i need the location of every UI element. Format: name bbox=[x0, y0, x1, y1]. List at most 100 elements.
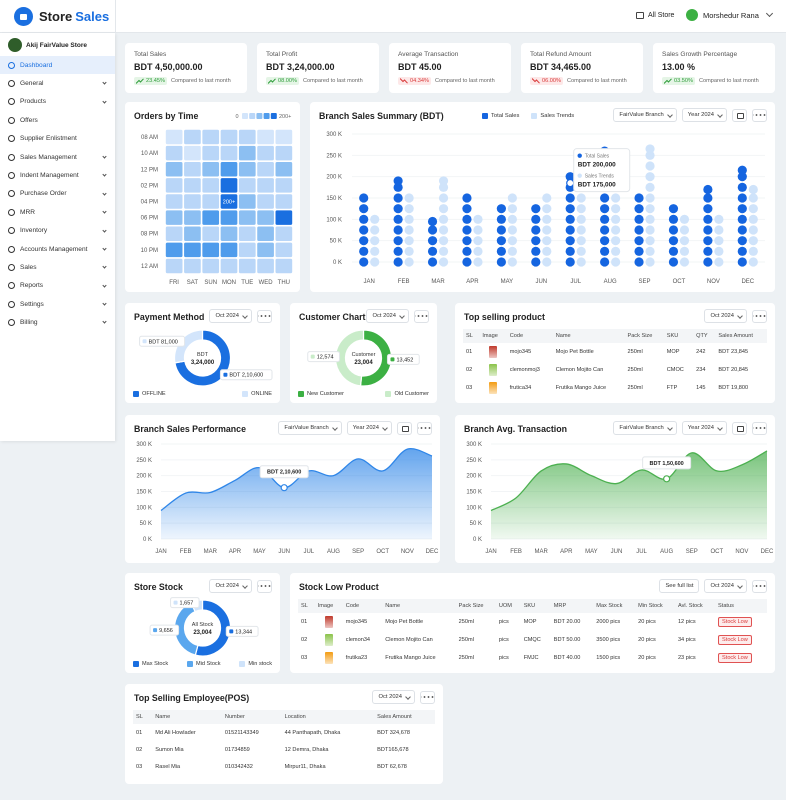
dropdown[interactable]: Oct 2024 bbox=[372, 690, 415, 704]
image-cell bbox=[479, 343, 506, 361]
dropdown[interactable]: Oct 2024 bbox=[209, 309, 252, 323]
dot-column bbox=[668, 204, 679, 267]
menu-item[interactable]: Offers bbox=[0, 111, 115, 129]
dot bbox=[507, 236, 517, 246]
dot bbox=[703, 225, 713, 235]
table-row: 03 frutica34 Frutika Mango Juice 250ml FTP 14… bbox=[463, 379, 767, 397]
menu-item[interactable]: Supplier Enlistment bbox=[0, 130, 115, 148]
center-title: All Stock bbox=[192, 622, 214, 628]
heat-cell bbox=[275, 194, 293, 209]
more-button[interactable] bbox=[752, 108, 767, 122]
menu-item[interactable]: Purchase Order bbox=[0, 185, 115, 203]
menu-item[interactable]: General bbox=[0, 74, 115, 92]
dot bbox=[748, 236, 758, 246]
dot-column bbox=[473, 214, 483, 267]
see-full-list[interactable]: See full list bbox=[659, 579, 700, 593]
dot bbox=[438, 204, 449, 214]
menu-item[interactable]: Accounts Management bbox=[0, 240, 115, 258]
dot bbox=[703, 193, 713, 203]
dot bbox=[611, 257, 621, 267]
menu-item[interactable]: Sales Management bbox=[0, 148, 115, 166]
menu-label: Supplier Enlistment bbox=[20, 135, 77, 143]
heat-cell bbox=[184, 129, 201, 145]
menu-item[interactable]: Settings bbox=[0, 295, 115, 313]
label-swatch bbox=[229, 629, 234, 634]
dropdown[interactable]: FairValue Branch bbox=[613, 108, 677, 122]
more-button[interactable] bbox=[257, 309, 272, 323]
line bbox=[490, 450, 768, 512]
table-cell: CMQC bbox=[523, 637, 541, 643]
dot bbox=[370, 214, 380, 224]
label-swatch bbox=[390, 357, 395, 362]
heat-cell bbox=[202, 145, 220, 161]
more-button[interactable] bbox=[752, 579, 767, 593]
more-button[interactable] bbox=[417, 421, 432, 435]
trend-badge: 23.45% bbox=[134, 77, 167, 85]
dropdown[interactable]: Year 2024 bbox=[681, 108, 727, 122]
user-menu[interactable]: Morshedur Rana bbox=[686, 9, 773, 21]
menu-label: Reports bbox=[20, 282, 44, 290]
dot bbox=[427, 246, 438, 256]
brand[interactable]: Store Sales bbox=[14, 7, 109, 26]
legend-item: New Customer bbox=[298, 391, 344, 397]
print-button[interactable] bbox=[397, 421, 412, 435]
dropdown[interactable]: FairValue Branch bbox=[278, 421, 342, 435]
heat-cell bbox=[184, 145, 201, 161]
dot bbox=[668, 246, 679, 256]
table-cell: 03 bbox=[301, 655, 308, 661]
row-label: 08 AM bbox=[141, 135, 158, 141]
column-header: Avl. Stock bbox=[674, 599, 716, 613]
y-tick-label: 0 K bbox=[143, 537, 152, 543]
more-button[interactable] bbox=[420, 690, 435, 704]
print-button[interactable] bbox=[732, 421, 747, 435]
x-tick-label: JUL bbox=[570, 279, 581, 285]
dropdown[interactable]: FairValue Branch bbox=[613, 421, 677, 435]
menu-item[interactable]: Reports bbox=[0, 277, 115, 295]
dropdown[interactable]: Oct 2024 bbox=[366, 309, 409, 323]
print-button[interactable] bbox=[732, 108, 747, 122]
heat-cell bbox=[238, 258, 256, 274]
center-value: 3,24,000 bbox=[191, 360, 215, 366]
more-button[interactable] bbox=[752, 421, 767, 435]
image-cell bbox=[315, 649, 343, 667]
stock-low-product-card: Stock Low Product See full list Oct 2024 SL… bbox=[290, 573, 775, 673]
menu-item[interactable]: Sales bbox=[0, 258, 115, 276]
dot bbox=[611, 204, 621, 214]
dot bbox=[737, 225, 747, 235]
dot bbox=[359, 225, 369, 235]
heat-cell bbox=[184, 162, 201, 177]
dropdown[interactable]: Oct 2024 bbox=[704, 309, 747, 323]
label-swatch bbox=[153, 628, 158, 633]
menu-item[interactable]: MRR bbox=[0, 203, 115, 221]
table-cell: 12 pics bbox=[677, 619, 696, 625]
image-cell bbox=[315, 631, 343, 649]
more-button[interactable] bbox=[752, 309, 767, 323]
x-tick-label: APR bbox=[229, 549, 242, 555]
kpi-card: Average Transaction BDT 45.00 04.34% Compar… bbox=[389, 43, 511, 93]
y-tick-label: 100 K bbox=[136, 505, 152, 511]
dot bbox=[370, 246, 380, 256]
menu-label: Sales bbox=[20, 263, 37, 271]
column-label: WED bbox=[259, 280, 274, 286]
column-header: Sales Amount bbox=[715, 329, 767, 343]
menu-item[interactable]: Inventory bbox=[0, 222, 115, 240]
dot bbox=[703, 236, 713, 246]
heat-cell bbox=[257, 226, 274, 241]
dot bbox=[645, 161, 655, 171]
data-table: SL Name Number Location Sales Amount 01 Md Ali… bbox=[133, 710, 435, 775]
dropdown[interactable]: Year 2024 bbox=[681, 421, 727, 435]
dropdown[interactable]: Oct 2024 bbox=[704, 579, 747, 593]
dropdown[interactable]: Oct 2024 bbox=[209, 579, 252, 593]
more-button[interactable] bbox=[414, 309, 429, 323]
dot bbox=[542, 246, 552, 256]
menu-item[interactable]: Indent Management bbox=[0, 166, 115, 184]
label-swatch bbox=[310, 354, 315, 359]
menu-item[interactable]: Dashboard bbox=[0, 56, 115, 75]
more-button[interactable] bbox=[257, 579, 272, 593]
dropdown[interactable]: Year 2024 bbox=[346, 421, 392, 435]
store-selector[interactable]: All Store bbox=[636, 12, 674, 19]
dot-column bbox=[404, 193, 414, 267]
menu-item[interactable]: Products bbox=[0, 93, 115, 111]
menu-label: Dashboard bbox=[20, 61, 53, 69]
menu-item[interactable]: Billing bbox=[0, 313, 115, 331]
